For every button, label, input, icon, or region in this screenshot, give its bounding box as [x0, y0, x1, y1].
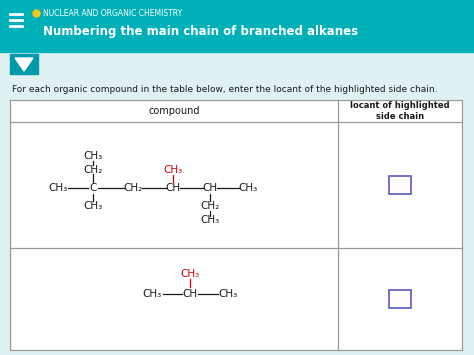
Text: CH₃: CH₃	[142, 289, 162, 299]
Bar	[10, 100, 462, 350]
FancyBboxPatch shape	[389, 290, 411, 308]
Text: Numbering the main chain of branched alkanes: Numbering the main chain of branched alk…	[43, 26, 358, 38]
Bar	[10, 54, 38, 74]
Text: CH₃: CH₃	[181, 269, 200, 279]
Text: CH₃: CH₃	[238, 183, 258, 193]
Text: CH₂: CH₂	[83, 165, 103, 175]
Text: compound: compound	[148, 106, 200, 116]
Text: NUCLEAR AND ORGANIC CHEMISTRY: NUCLEAR AND ORGANIC CHEMISTRY	[43, 10, 182, 18]
Text: For each organic compound in the table below, enter the locant of the highlighte: For each organic compound in the table b…	[12, 86, 438, 94]
Text: CH₃: CH₃	[164, 165, 182, 175]
FancyBboxPatch shape	[389, 176, 411, 194]
Text: CH₂: CH₂	[201, 201, 219, 211]
Text: CH₃: CH₃	[83, 151, 103, 161]
Polygon shape	[15, 58, 33, 71]
Text: locant of highlighted
side chain: locant of highlighted side chain	[350, 100, 450, 121]
Text: CH₃: CH₃	[219, 289, 237, 299]
Text: CH: CH	[182, 289, 198, 299]
Text: CH₃: CH₃	[48, 183, 68, 193]
Text: CH: CH	[165, 183, 181, 193]
Text: C: C	[89, 183, 97, 193]
Text: CH₂: CH₂	[123, 183, 143, 193]
Bar	[0, 0, 474, 52]
Text: CH₃: CH₃	[83, 201, 103, 211]
Text: CH₃: CH₃	[201, 215, 219, 225]
Text: CH: CH	[202, 183, 218, 193]
